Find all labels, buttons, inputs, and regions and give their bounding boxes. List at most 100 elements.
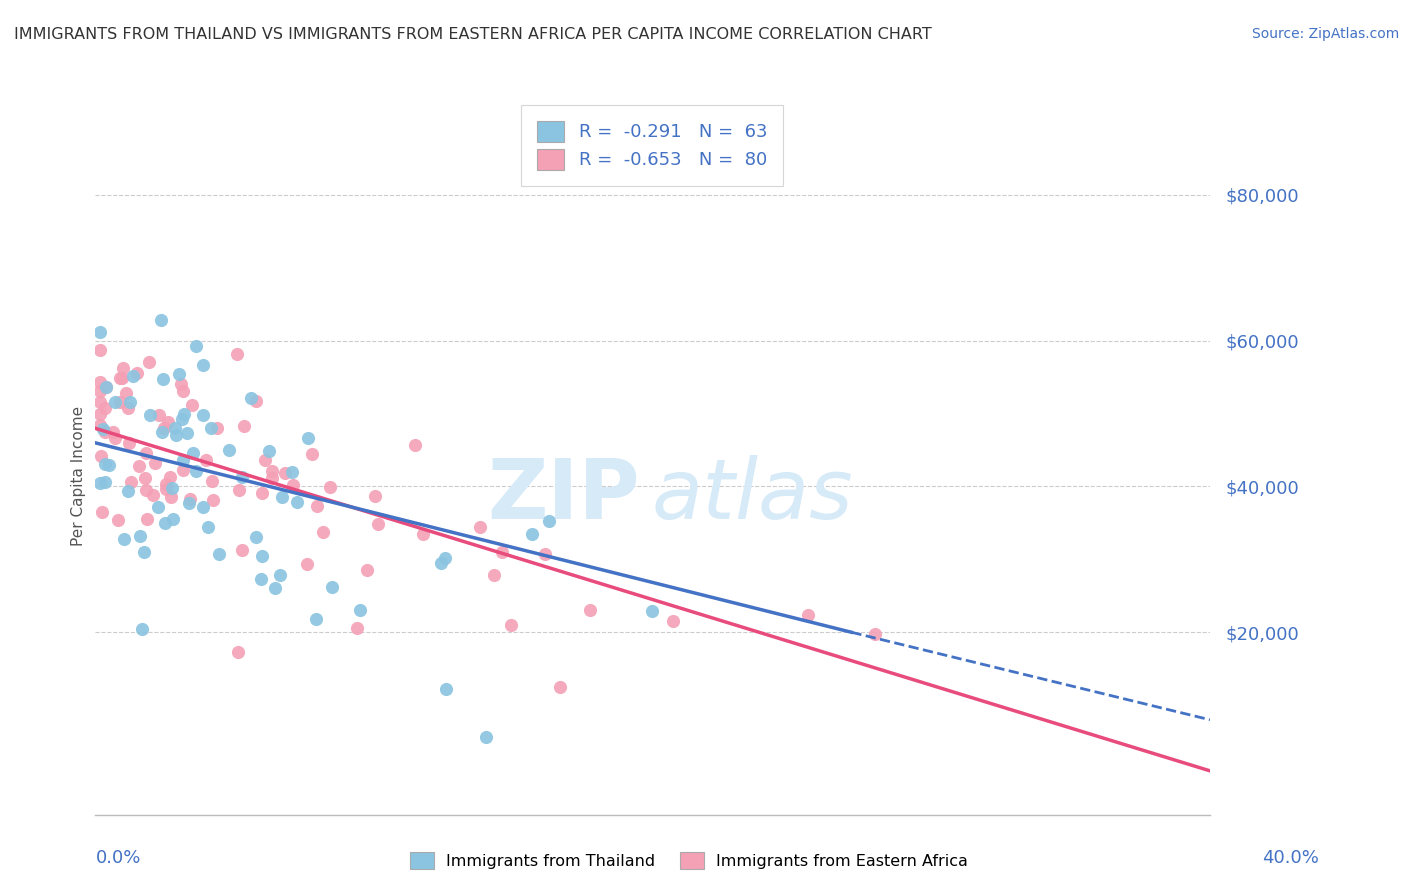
Point <box>173 408 195 422</box>
Point <box>146 500 169 515</box>
Point <box>319 479 342 493</box>
Point <box>191 500 214 515</box>
Point <box>429 556 451 570</box>
Point <box>96 380 118 394</box>
Point <box>641 604 664 618</box>
Point <box>117 435 139 450</box>
Text: atlas: atlas <box>652 455 853 536</box>
Point <box>550 680 572 694</box>
Point <box>93 425 115 439</box>
Point <box>138 408 160 422</box>
Point <box>252 549 274 564</box>
Point <box>249 572 271 586</box>
Point <box>245 530 267 544</box>
Point <box>104 431 127 445</box>
Point <box>184 464 207 478</box>
Point <box>533 547 555 561</box>
Point <box>285 495 308 509</box>
Point <box>202 492 225 507</box>
Point <box>94 401 117 415</box>
Point <box>125 366 148 380</box>
Point <box>172 412 194 426</box>
Point <box>135 446 157 460</box>
Point <box>349 603 371 617</box>
Point <box>162 512 184 526</box>
Point <box>93 475 115 490</box>
Point <box>366 517 388 532</box>
Point <box>364 489 387 503</box>
Point <box>101 425 124 439</box>
Point <box>170 376 193 391</box>
Point <box>179 496 201 510</box>
Point <box>194 452 217 467</box>
Point <box>163 420 186 434</box>
Point <box>89 418 111 433</box>
Point <box>90 505 112 519</box>
Point <box>197 519 219 533</box>
Point <box>165 428 187 442</box>
Point <box>112 532 135 546</box>
Point <box>115 385 138 400</box>
Point <box>134 544 156 558</box>
Point <box>160 491 183 505</box>
Point <box>89 376 111 390</box>
Point <box>191 358 214 372</box>
Point <box>112 360 135 375</box>
Point <box>107 513 129 527</box>
Point <box>245 394 267 409</box>
Point <box>89 343 111 357</box>
Point <box>142 488 165 502</box>
Point <box>281 477 304 491</box>
Point <box>120 475 142 489</box>
Point <box>94 457 117 471</box>
Point <box>499 618 522 632</box>
Point <box>90 449 112 463</box>
Point <box>321 580 343 594</box>
Point <box>474 730 496 744</box>
Point <box>128 458 150 473</box>
Point <box>271 490 294 504</box>
Point <box>181 445 204 459</box>
Point <box>136 512 159 526</box>
Point <box>433 550 456 565</box>
Y-axis label: Per Capita Income: Per Capita Income <box>72 405 86 546</box>
Point <box>89 325 111 339</box>
Point <box>172 462 194 476</box>
Point <box>218 443 240 458</box>
Point <box>131 622 153 636</box>
Point <box>297 431 319 445</box>
Point <box>89 407 111 421</box>
Point <box>172 384 194 398</box>
Point <box>233 418 256 433</box>
Text: 40.0%: 40.0% <box>1263 849 1319 867</box>
Point <box>176 425 198 440</box>
Point <box>96 379 118 393</box>
Point <box>117 401 139 415</box>
Point <box>264 581 287 595</box>
Point <box>356 563 378 577</box>
Point <box>797 607 820 622</box>
Point <box>153 516 176 530</box>
Text: Source: ZipAtlas.com: Source: ZipAtlas.com <box>1251 27 1399 41</box>
Point <box>404 437 426 451</box>
Point <box>269 568 291 582</box>
Point <box>134 471 156 485</box>
Point <box>191 408 214 422</box>
Point <box>281 465 304 479</box>
Point <box>162 481 184 495</box>
Point <box>172 453 194 467</box>
Point <box>305 612 328 626</box>
Point <box>522 526 544 541</box>
Point <box>273 467 295 481</box>
Point <box>118 395 141 409</box>
Point <box>104 395 127 409</box>
Point <box>205 421 228 435</box>
Point <box>150 312 173 326</box>
Point <box>305 500 328 514</box>
Point <box>121 369 143 384</box>
Point <box>208 548 231 562</box>
Point <box>240 391 263 405</box>
Point <box>250 486 273 500</box>
Point <box>484 567 506 582</box>
Point <box>97 458 120 473</box>
